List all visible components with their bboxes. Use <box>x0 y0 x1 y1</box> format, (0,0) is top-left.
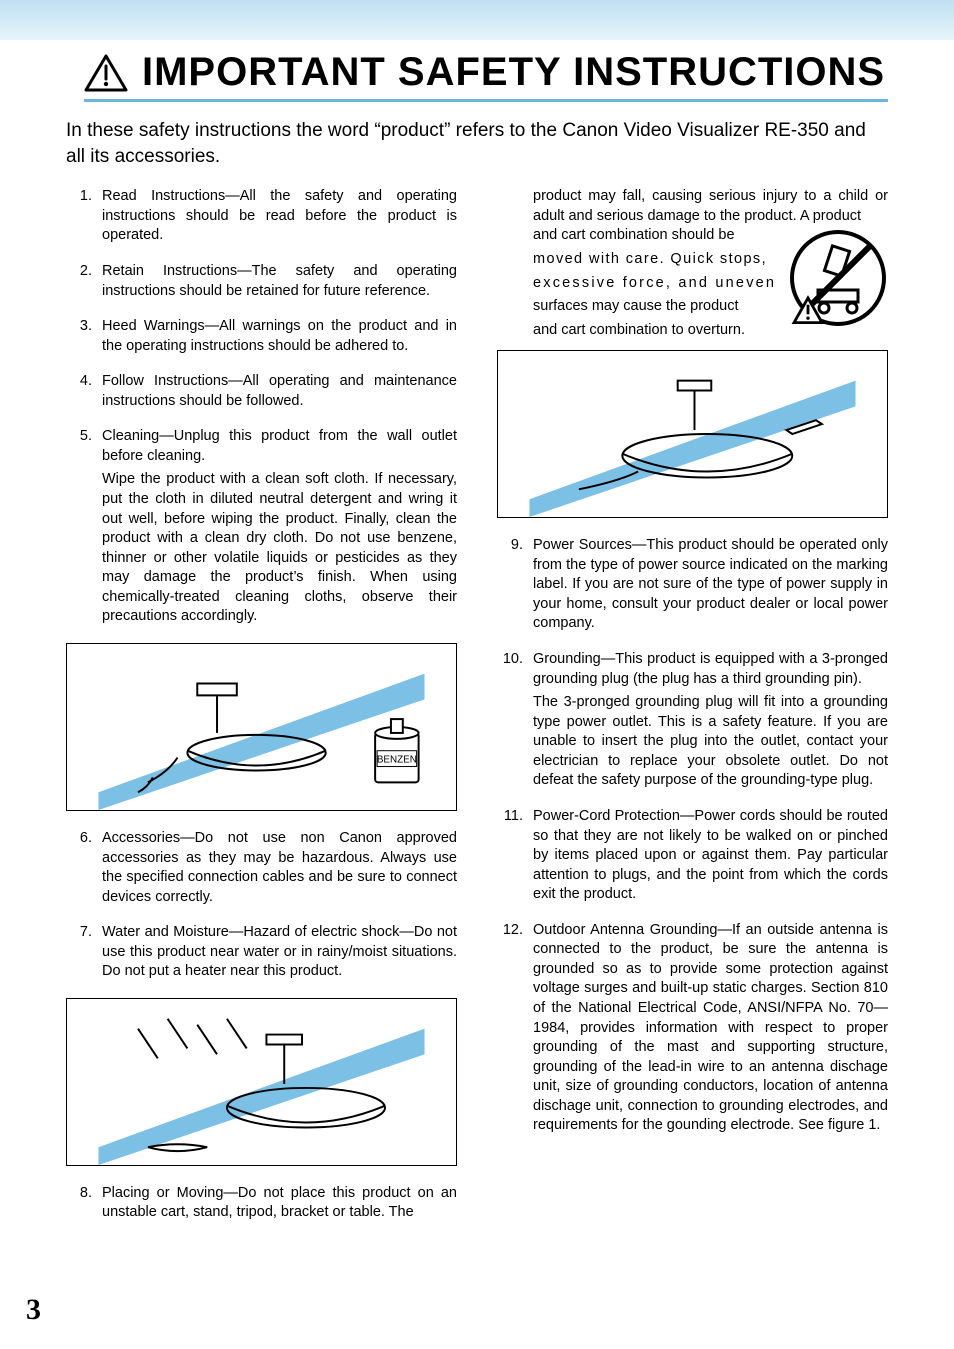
item-body: Heed Warnings—All warnings on the produc… <box>102 317 457 356</box>
list-item: 10. Grounding—This product is equipped w… <box>497 650 888 791</box>
item-number: 10. <box>497 650 523 791</box>
item-body: Power Sources—This product should be ope… <box>533 536 888 634</box>
item-number: 4. <box>66 372 92 411</box>
figure-placement <box>497 350 888 518</box>
header-gradient <box>0 0 954 40</box>
list-item: 5. Cleaning—Unplug this product from the… <box>66 427 457 627</box>
figure-cleaning: BENZEN <box>66 643 457 811</box>
list-item: 8. Placing or Moving—Do not place this p… <box>66 1184 457 1223</box>
intro-paragraph: In these safety instructions the word “p… <box>66 118 888 169</box>
right-column: product may fall, causing serious injury… <box>497 187 888 1223</box>
list-item: 9. Power Sources—This product should be … <box>497 536 888 634</box>
list-item: product may fall, causing serious injury… <box>497 187 888 340</box>
benzen-label: BENZEN <box>377 755 417 766</box>
list-item: 4. Follow Instructions—All operating and… <box>66 372 457 411</box>
item-number: 1. <box>66 187 92 246</box>
list-item: 3. Heed Warnings—All warnings on the pro… <box>66 317 457 356</box>
columns: 1. Read Instructions—All the safety and … <box>66 187 888 1223</box>
item-body: Grounding—This product is equipped with … <box>533 650 888 791</box>
item-body: Follow Instructions—All operating and ma… <box>102 372 457 411</box>
item-number: 9. <box>497 536 523 634</box>
item-number: 8. <box>66 1184 92 1223</box>
item-number <box>497 187 523 340</box>
list-item: 2. Retain Instructions—The safety and op… <box>66 262 457 301</box>
left-column: 1. Read Instructions—All the safety and … <box>66 187 457 1223</box>
page-number: 3 <box>26 1293 41 1327</box>
item-body: Water and Moisture—Hazard of electric sh… <box>102 923 457 982</box>
item-body: Retain Instructions—The safety and opera… <box>102 262 457 301</box>
item-number: 12. <box>497 921 523 1136</box>
item-body: Accessories—Do not use non Canon approve… <box>102 829 457 907</box>
list-item: 6. Accessories—Do not use non Canon appr… <box>66 829 457 907</box>
title-bar: IMPORTANT SAFETY INSTRUCTIONS <box>84 40 888 102</box>
item-body: Cleaning—Unplug this product from the wa… <box>102 427 457 627</box>
list-item: 7. Water and Moisture—Hazard of electric… <box>66 923 457 982</box>
page-title: IMPORTANT SAFETY INSTRUCTIONS <box>142 50 885 95</box>
item-number: 7. <box>66 923 92 982</box>
list-item: 11. Power-Cord Protection—Power cords sh… <box>497 807 888 905</box>
figure-water <box>66 998 457 1166</box>
list-item: 12. Outdoor Antenna Grounding—If an outs… <box>497 921 888 1136</box>
item-body: Outdoor Antenna Grounding—If an outside … <box>533 921 888 1136</box>
item-body: product may fall, causing serious injury… <box>533 187 888 340</box>
item-number: 2. <box>66 262 92 301</box>
page: IMPORTANT SAFETY INSTRUCTIONS In these s… <box>0 0 954 1349</box>
warning-icon <box>84 54 128 92</box>
item-body: Placing or Moving—Do not place this prod… <box>102 1184 457 1223</box>
item-body: Read Instructions—All the safety and ope… <box>102 187 457 246</box>
item-body: Power-Cord Protection—Power cords should… <box>533 807 888 905</box>
item-number: 6. <box>66 829 92 907</box>
item-number: 5. <box>66 427 92 627</box>
item-number: 11. <box>497 807 523 905</box>
item-number: 3. <box>66 317 92 356</box>
cart-tip-icon <box>788 228 888 328</box>
list-item: 1. Read Instructions—All the safety and … <box>66 187 457 246</box>
